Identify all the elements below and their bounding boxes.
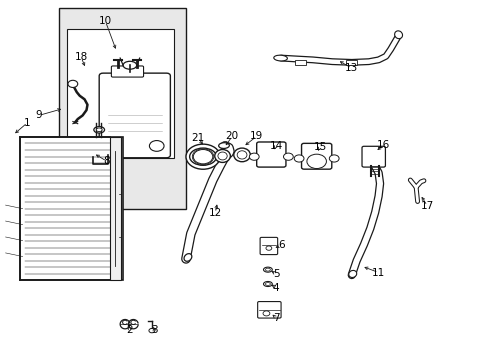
Text: 18: 18 (74, 52, 87, 62)
Text: 8: 8 (103, 156, 110, 166)
Text: 6: 6 (277, 240, 284, 250)
Circle shape (192, 149, 213, 165)
Ellipse shape (348, 270, 356, 278)
FancyBboxPatch shape (111, 66, 143, 77)
Text: 13: 13 (345, 63, 358, 73)
Ellipse shape (96, 128, 102, 132)
Ellipse shape (94, 127, 104, 133)
FancyBboxPatch shape (256, 142, 285, 167)
Circle shape (185, 144, 220, 169)
Text: 19: 19 (249, 131, 263, 141)
Text: 12: 12 (208, 208, 222, 218)
Circle shape (249, 153, 259, 160)
Text: 7: 7 (272, 313, 279, 323)
FancyBboxPatch shape (257, 302, 281, 318)
Ellipse shape (265, 283, 270, 285)
FancyBboxPatch shape (346, 60, 356, 65)
Text: 1: 1 (24, 118, 31, 128)
Ellipse shape (265, 268, 270, 271)
Ellipse shape (189, 148, 216, 165)
Text: 4: 4 (272, 283, 279, 293)
Bar (66, 30, 173, 158)
Text: 16: 16 (376, 140, 389, 150)
Bar (110, 137, 121, 280)
Ellipse shape (263, 267, 272, 272)
Ellipse shape (394, 31, 402, 39)
Circle shape (68, 80, 78, 87)
Text: 9: 9 (35, 111, 42, 121)
Circle shape (149, 140, 163, 151)
Text: 11: 11 (371, 267, 385, 278)
Text: 20: 20 (225, 131, 238, 141)
Text: 10: 10 (99, 17, 112, 27)
FancyBboxPatch shape (361, 146, 385, 167)
Circle shape (283, 153, 293, 160)
Ellipse shape (214, 149, 230, 162)
Text: 14: 14 (269, 140, 282, 150)
FancyBboxPatch shape (260, 237, 277, 255)
Bar (59, 8, 185, 209)
FancyBboxPatch shape (295, 60, 305, 65)
Text: 21: 21 (191, 133, 204, 143)
Ellipse shape (123, 61, 137, 69)
Circle shape (193, 149, 212, 164)
Ellipse shape (273, 55, 287, 61)
Text: 5: 5 (272, 269, 279, 279)
Text: 15: 15 (313, 142, 326, 152)
Circle shape (149, 328, 155, 333)
Bar (20, 137, 122, 280)
Ellipse shape (263, 282, 272, 287)
Circle shape (329, 155, 338, 162)
Circle shape (306, 154, 326, 168)
Text: 17: 17 (420, 201, 433, 211)
Ellipse shape (218, 143, 229, 148)
Circle shape (294, 155, 304, 162)
Circle shape (265, 246, 271, 250)
Ellipse shape (183, 254, 191, 261)
Text: 2: 2 (126, 325, 133, 335)
FancyBboxPatch shape (99, 73, 170, 158)
Ellipse shape (233, 148, 250, 162)
FancyBboxPatch shape (301, 143, 331, 169)
Ellipse shape (218, 152, 227, 160)
Ellipse shape (237, 151, 246, 159)
Circle shape (263, 311, 269, 316)
Text: 3: 3 (151, 325, 157, 335)
